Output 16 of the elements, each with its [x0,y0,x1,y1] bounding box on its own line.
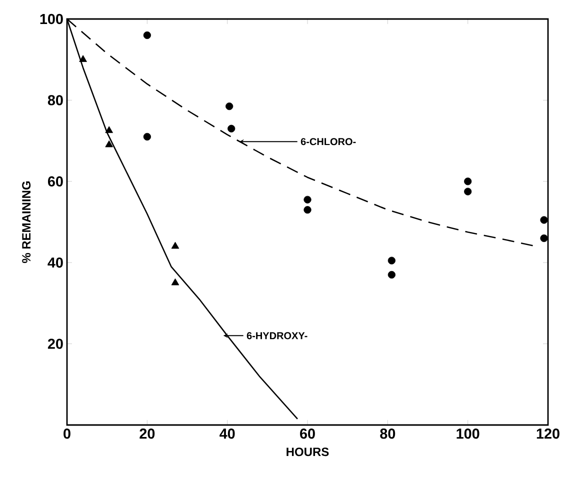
annotation: 6-CHLORO- [300,138,356,146]
x-tick-label: 60 [300,428,315,439]
x-tick-label: 100 [456,428,480,439]
x-tick-label: 20 [140,428,155,439]
y-tick-label: 20 [48,338,63,349]
x-tick-label: 120 [536,428,560,439]
x-axis-title: HOURS [286,448,329,456]
y-axis-title: % REMAINING [22,181,31,264]
y-tick-label: 40 [48,258,63,268]
annotation: 6-HYDROXY- [246,332,308,340]
y-tick-label: 80 [48,95,63,106]
y-tick-label: 100 [40,14,63,24]
x-tick-label: 80 [380,428,396,439]
x-tick-label: 0 [64,428,70,439]
x-tick-label: 40 [220,428,235,439]
y-tick-label: 60 [48,176,63,186]
